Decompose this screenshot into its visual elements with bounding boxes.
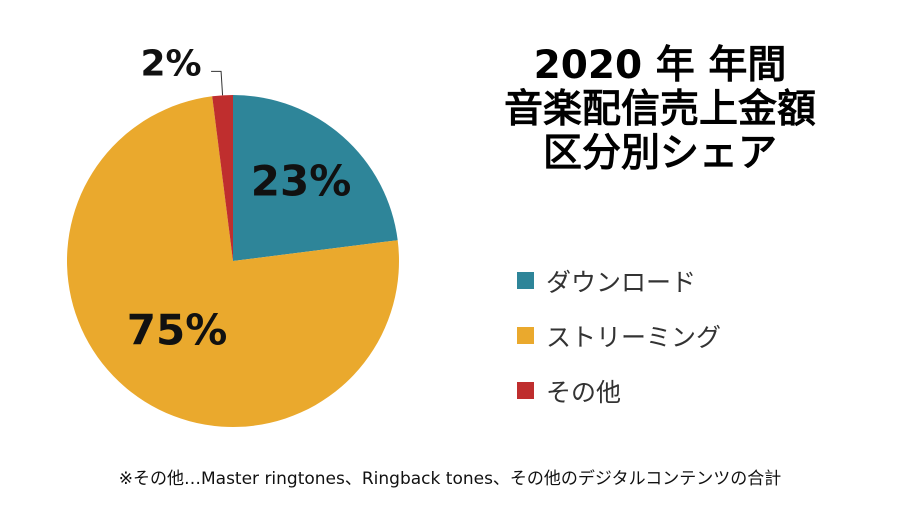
legend-label-download: ダウンロード: [546, 267, 697, 297]
data-label-download: 23%: [251, 156, 352, 205]
legend: ダウンロード ストリーミング その他: [517, 253, 721, 418]
data-label-streaming: 75%: [127, 306, 228, 355]
legend-swatch-download: [517, 272, 534, 289]
legend-label-streaming: ストリーミング: [546, 322, 722, 352]
chart-title-line-2: 音楽配信売上金額: [503, 87, 816, 132]
legend-item-download: ダウンロード: [517, 253, 721, 308]
legend-item-other: その他: [517, 363, 721, 418]
legend-label-other: その他: [546, 377, 622, 407]
legend-item-streaming: ストリーミング: [517, 308, 721, 363]
data-label-other: 2%: [141, 43, 202, 84]
chart-title-line-1: 2020 年 年間: [533, 43, 787, 88]
footnote: ※その他…Master ringtones、Ringback tones、その他…: [118, 469, 782, 489]
pie-slice-streaming: [66, 96, 400, 427]
legend-swatch-streaming: [517, 327, 534, 344]
leader-line-other: [211, 70, 224, 96]
legend-swatch-other: [517, 382, 534, 399]
chart-title-line-3: 区分別シェア: [542, 131, 777, 176]
chart-title: 2020 年 年間 音楽配信売上金額 区分別シェア: [440, 44, 880, 176]
pie-slice-download: [233, 95, 398, 261]
pie-slice-other: [212, 95, 233, 261]
